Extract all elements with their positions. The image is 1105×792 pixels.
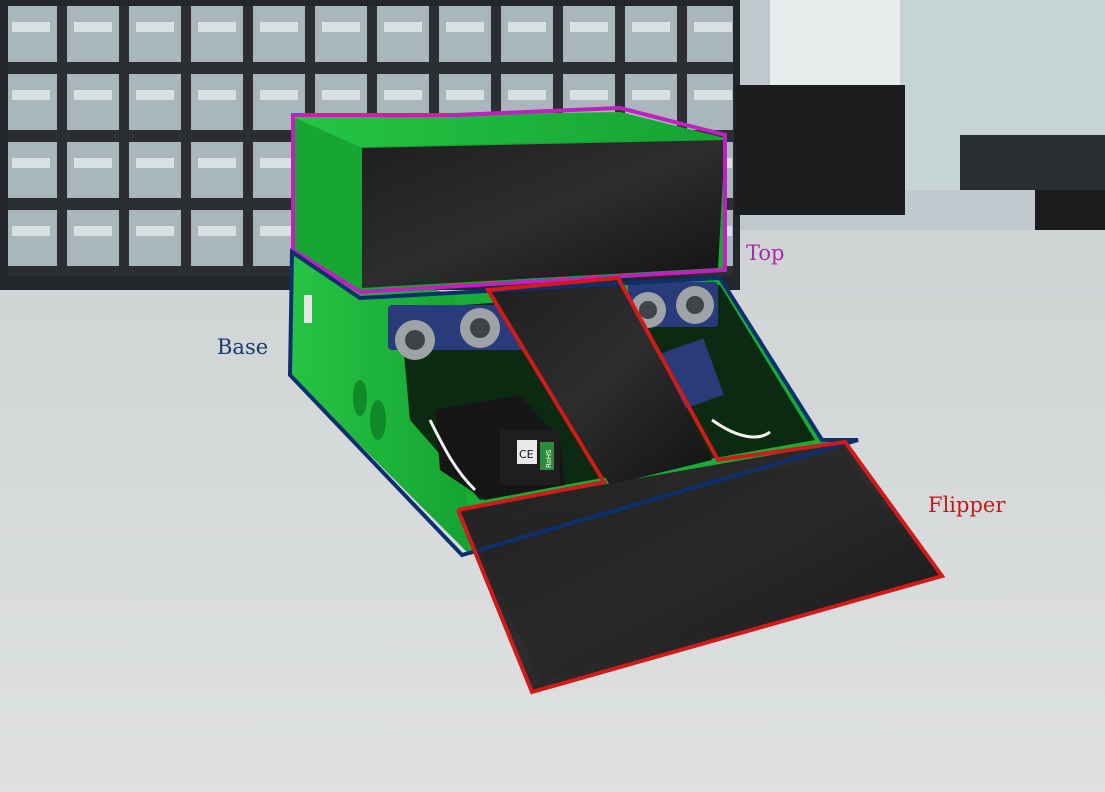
flipper-label: Flipper (928, 493, 1006, 517)
rohs-mark: RoHS (545, 449, 553, 468)
flipper-arm (458, 278, 942, 692)
top-outline (291, 105, 727, 295)
wall-outlet-panel (770, 0, 900, 100)
wiring (428, 419, 477, 492)
ultrasonic-sensor-right (628, 282, 718, 328)
base-outline (287, 248, 859, 558)
robot-top-shell (293, 112, 725, 290)
ce-mark: CE (519, 448, 534, 461)
stepper-motor: CE RoHS (435, 395, 565, 500)
black-storage-box (735, 85, 905, 215)
top-label: Top (746, 241, 784, 265)
wiring-right (711, 418, 771, 439)
ultrasonic-sensor-left (388, 305, 523, 360)
bench-power-strip (960, 135, 1105, 190)
flipper-outline (456, 275, 946, 695)
bench-device (1035, 190, 1105, 230)
base-label: Base (217, 335, 268, 359)
